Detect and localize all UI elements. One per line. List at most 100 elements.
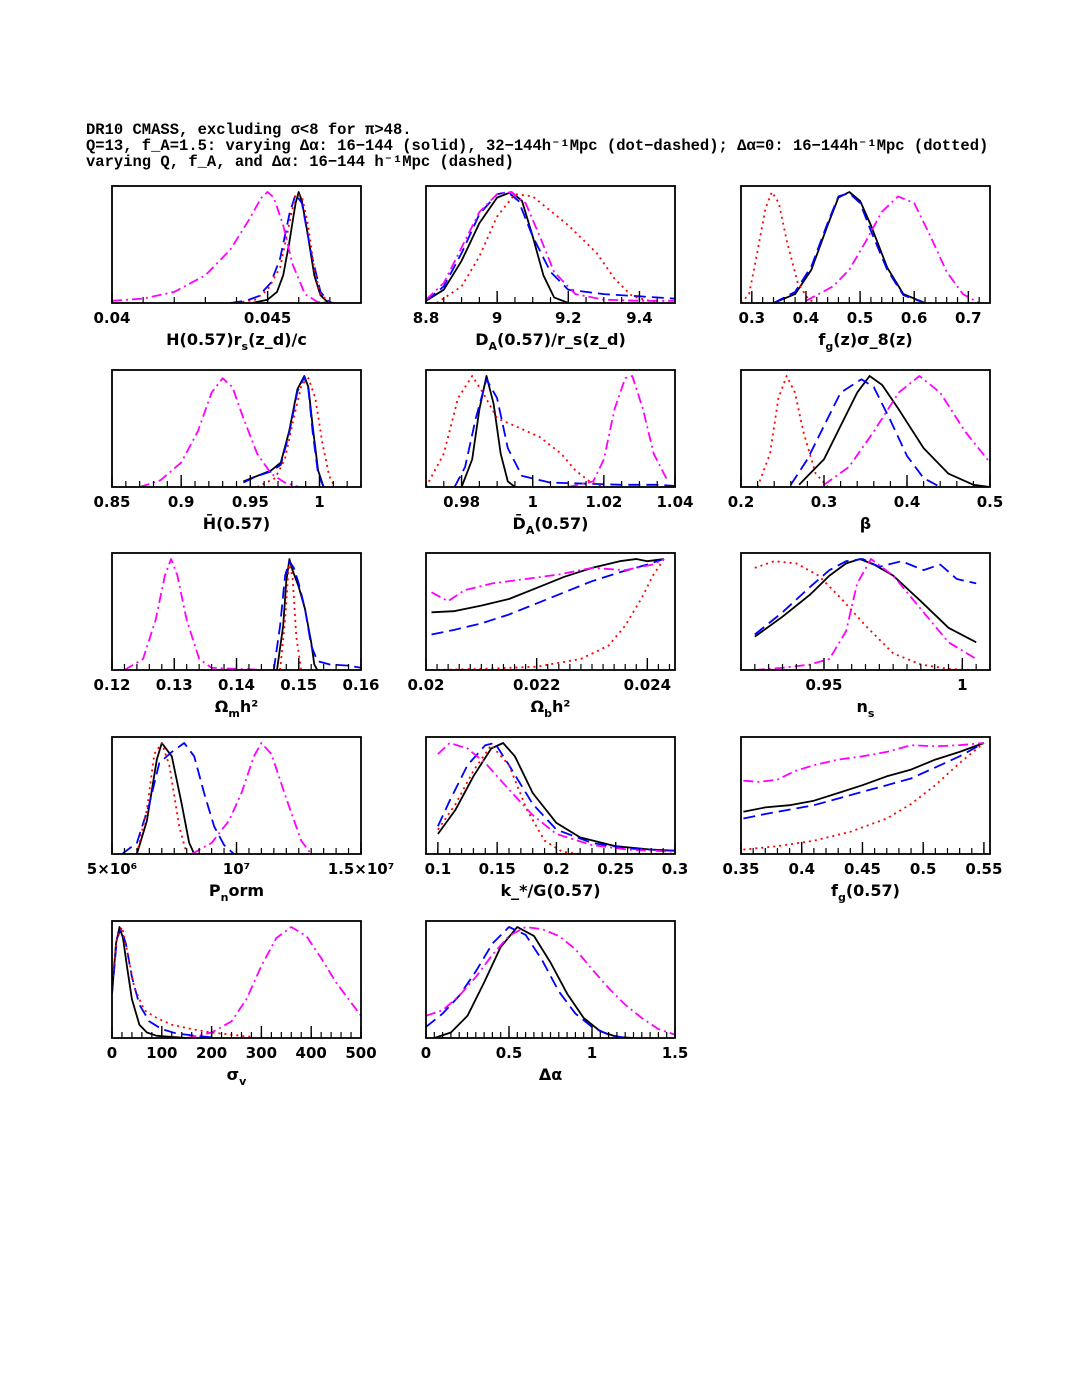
series-dotted [136, 742, 188, 854]
header-line-3: varying Q, f_A, and Δα: 16−144 h⁻¹Mpc (d… [86, 153, 514, 171]
tick-label: 0 [421, 1044, 431, 1062]
tick-label: 9.4 [626, 309, 653, 327]
x-axis-label: Ωmh² [215, 697, 258, 720]
panel-11: 0.1 0.15 0.2 0.25 0.3 k_*/G(0.57) [425, 736, 689, 900]
tick-label: 0.024 [624, 676, 671, 694]
series-dotdash [191, 742, 312, 854]
series-dotted [436, 193, 658, 303]
x-axis-label: Δα [539, 1065, 562, 1084]
series-dotdash [426, 926, 675, 1036]
series-dotted [754, 560, 971, 670]
series-dashed [453, 378, 675, 487]
series-solid [431, 558, 665, 614]
series-solid [243, 375, 325, 487]
tick-label: 500 [345, 1044, 376, 1062]
tick-label: 300 [246, 1044, 277, 1062]
series-dashed [121, 742, 235, 854]
series-dashed [437, 742, 675, 852]
tick-label: 0.3 [662, 860, 689, 878]
tick-label: 0.4 [894, 493, 921, 511]
tick-label: 0.95 [232, 493, 269, 511]
series-dotdash [139, 377, 300, 487]
header-line-2: Q=13, f_A=1.5: varying Δα: 16−144 (solid… [86, 137, 989, 155]
series-dotdash [805, 195, 980, 303]
tick-label: 0.2 [543, 860, 570, 878]
panel-7: 0.12 0.13 0.14 0.15 0.16 Ωmh² [93, 552, 380, 720]
series-dashed [112, 928, 217, 1038]
tick-label: 0.04 [93, 309, 130, 327]
tick-label: 0.045 [244, 309, 291, 327]
series-dotdash [823, 375, 990, 486]
tick-label: 0.5 [977, 493, 1004, 511]
series-dotted [112, 926, 252, 1038]
series-solid [773, 191, 926, 303]
x-axis-label: fg(z)σ_8(z) [818, 330, 912, 353]
series-dashed [754, 558, 977, 636]
x-axis-label: β [860, 514, 871, 533]
tick-label: 0.1 [425, 860, 452, 878]
x-axis-label: H(0.57)rs(z_d)/c [166, 330, 307, 353]
series-solid [798, 375, 990, 487]
panel-5: 0.98 1 1.02 1.04 D̄A(0.57) [425, 369, 694, 537]
tick-label: 0.6 [901, 309, 928, 327]
tick-label: 0.15 [479, 860, 516, 878]
panel-frame [425, 185, 676, 304]
tick-label: 0.13 [156, 676, 193, 694]
tick-label: 200 [196, 1044, 227, 1062]
tick-label: 1.5 [662, 1044, 689, 1062]
tick-label: 9 [492, 309, 502, 327]
tick-label: 0.14 [218, 676, 255, 694]
x-axis-label: H̄(0.57) [203, 513, 271, 533]
series-solid [426, 191, 569, 303]
tick-label: 0.95 [805, 676, 842, 694]
tick-label: 1.5×10⁷ [328, 860, 395, 878]
x-axis-label: DA(0.57)/r_s(z_d) [475, 330, 626, 353]
tick-label: 0.35 [722, 860, 759, 878]
series-dashed [743, 742, 985, 820]
panel-12: 0.35 0.4 0.45 0.5 0.55 fg(0.57) [722, 736, 1002, 904]
series-dotted [743, 742, 985, 851]
tick-label: 0.2 [728, 493, 755, 511]
tick-label: 8.8 [413, 309, 440, 327]
series-dotdash [743, 742, 984, 783]
tick-label: 0.98 [443, 493, 480, 511]
panel-frame [111, 185, 362, 304]
series-dotdash [568, 375, 669, 487]
panel-13: 0 100 200 300 400 500 σv [107, 920, 377, 1088]
tick-label: 1 [587, 1044, 597, 1062]
panel-frame [425, 920, 676, 1039]
x-axis-label: Pnorm [209, 881, 264, 904]
panel-frame [425, 552, 676, 671]
panel-frame [111, 920, 362, 1039]
panel-8: 0.02 0.022 0.024 Ωbh² [407, 552, 676, 720]
series-solid [276, 558, 319, 670]
series-dashed [243, 376, 325, 487]
tick-label: 1.02 [585, 493, 622, 511]
x-axis-label: D̄A(0.57) [513, 513, 589, 537]
x-axis-label: fg(0.57) [831, 881, 900, 904]
panel-10: 5×10⁶ 10⁷ 1.5×10⁷ Pnorm [87, 736, 395, 904]
tick-label: 0.3 [811, 493, 838, 511]
panel-frame [425, 736, 676, 855]
series-dotdash [431, 558, 665, 603]
tick-label: 0.022 [513, 676, 560, 694]
series-solid [251, 191, 334, 303]
panel-frame [111, 736, 362, 855]
series-dashed [431, 558, 665, 636]
tick-label: 0.9 [168, 493, 195, 511]
tick-label: 10⁷ [223, 860, 250, 878]
tick-label: 0.5 [847, 309, 874, 327]
tick-label: 9.2 [555, 309, 582, 327]
series-dotdash [186, 926, 361, 1038]
series-solid [460, 375, 516, 487]
tick-label: 0.25 [597, 860, 634, 878]
series-solid [754, 558, 977, 644]
tick-label: 0.85 [93, 493, 130, 511]
series-dotted [437, 744, 581, 854]
panel-4: 0.85 0.9 0.95 1 H̄(0.57) [93, 369, 362, 533]
panel-14: 0 0.5 1 1.5 Δα [421, 920, 689, 1084]
tick-label: 400 [296, 1044, 327, 1062]
series-dotdash [437, 742, 675, 853]
panel-frame [425, 369, 676, 488]
